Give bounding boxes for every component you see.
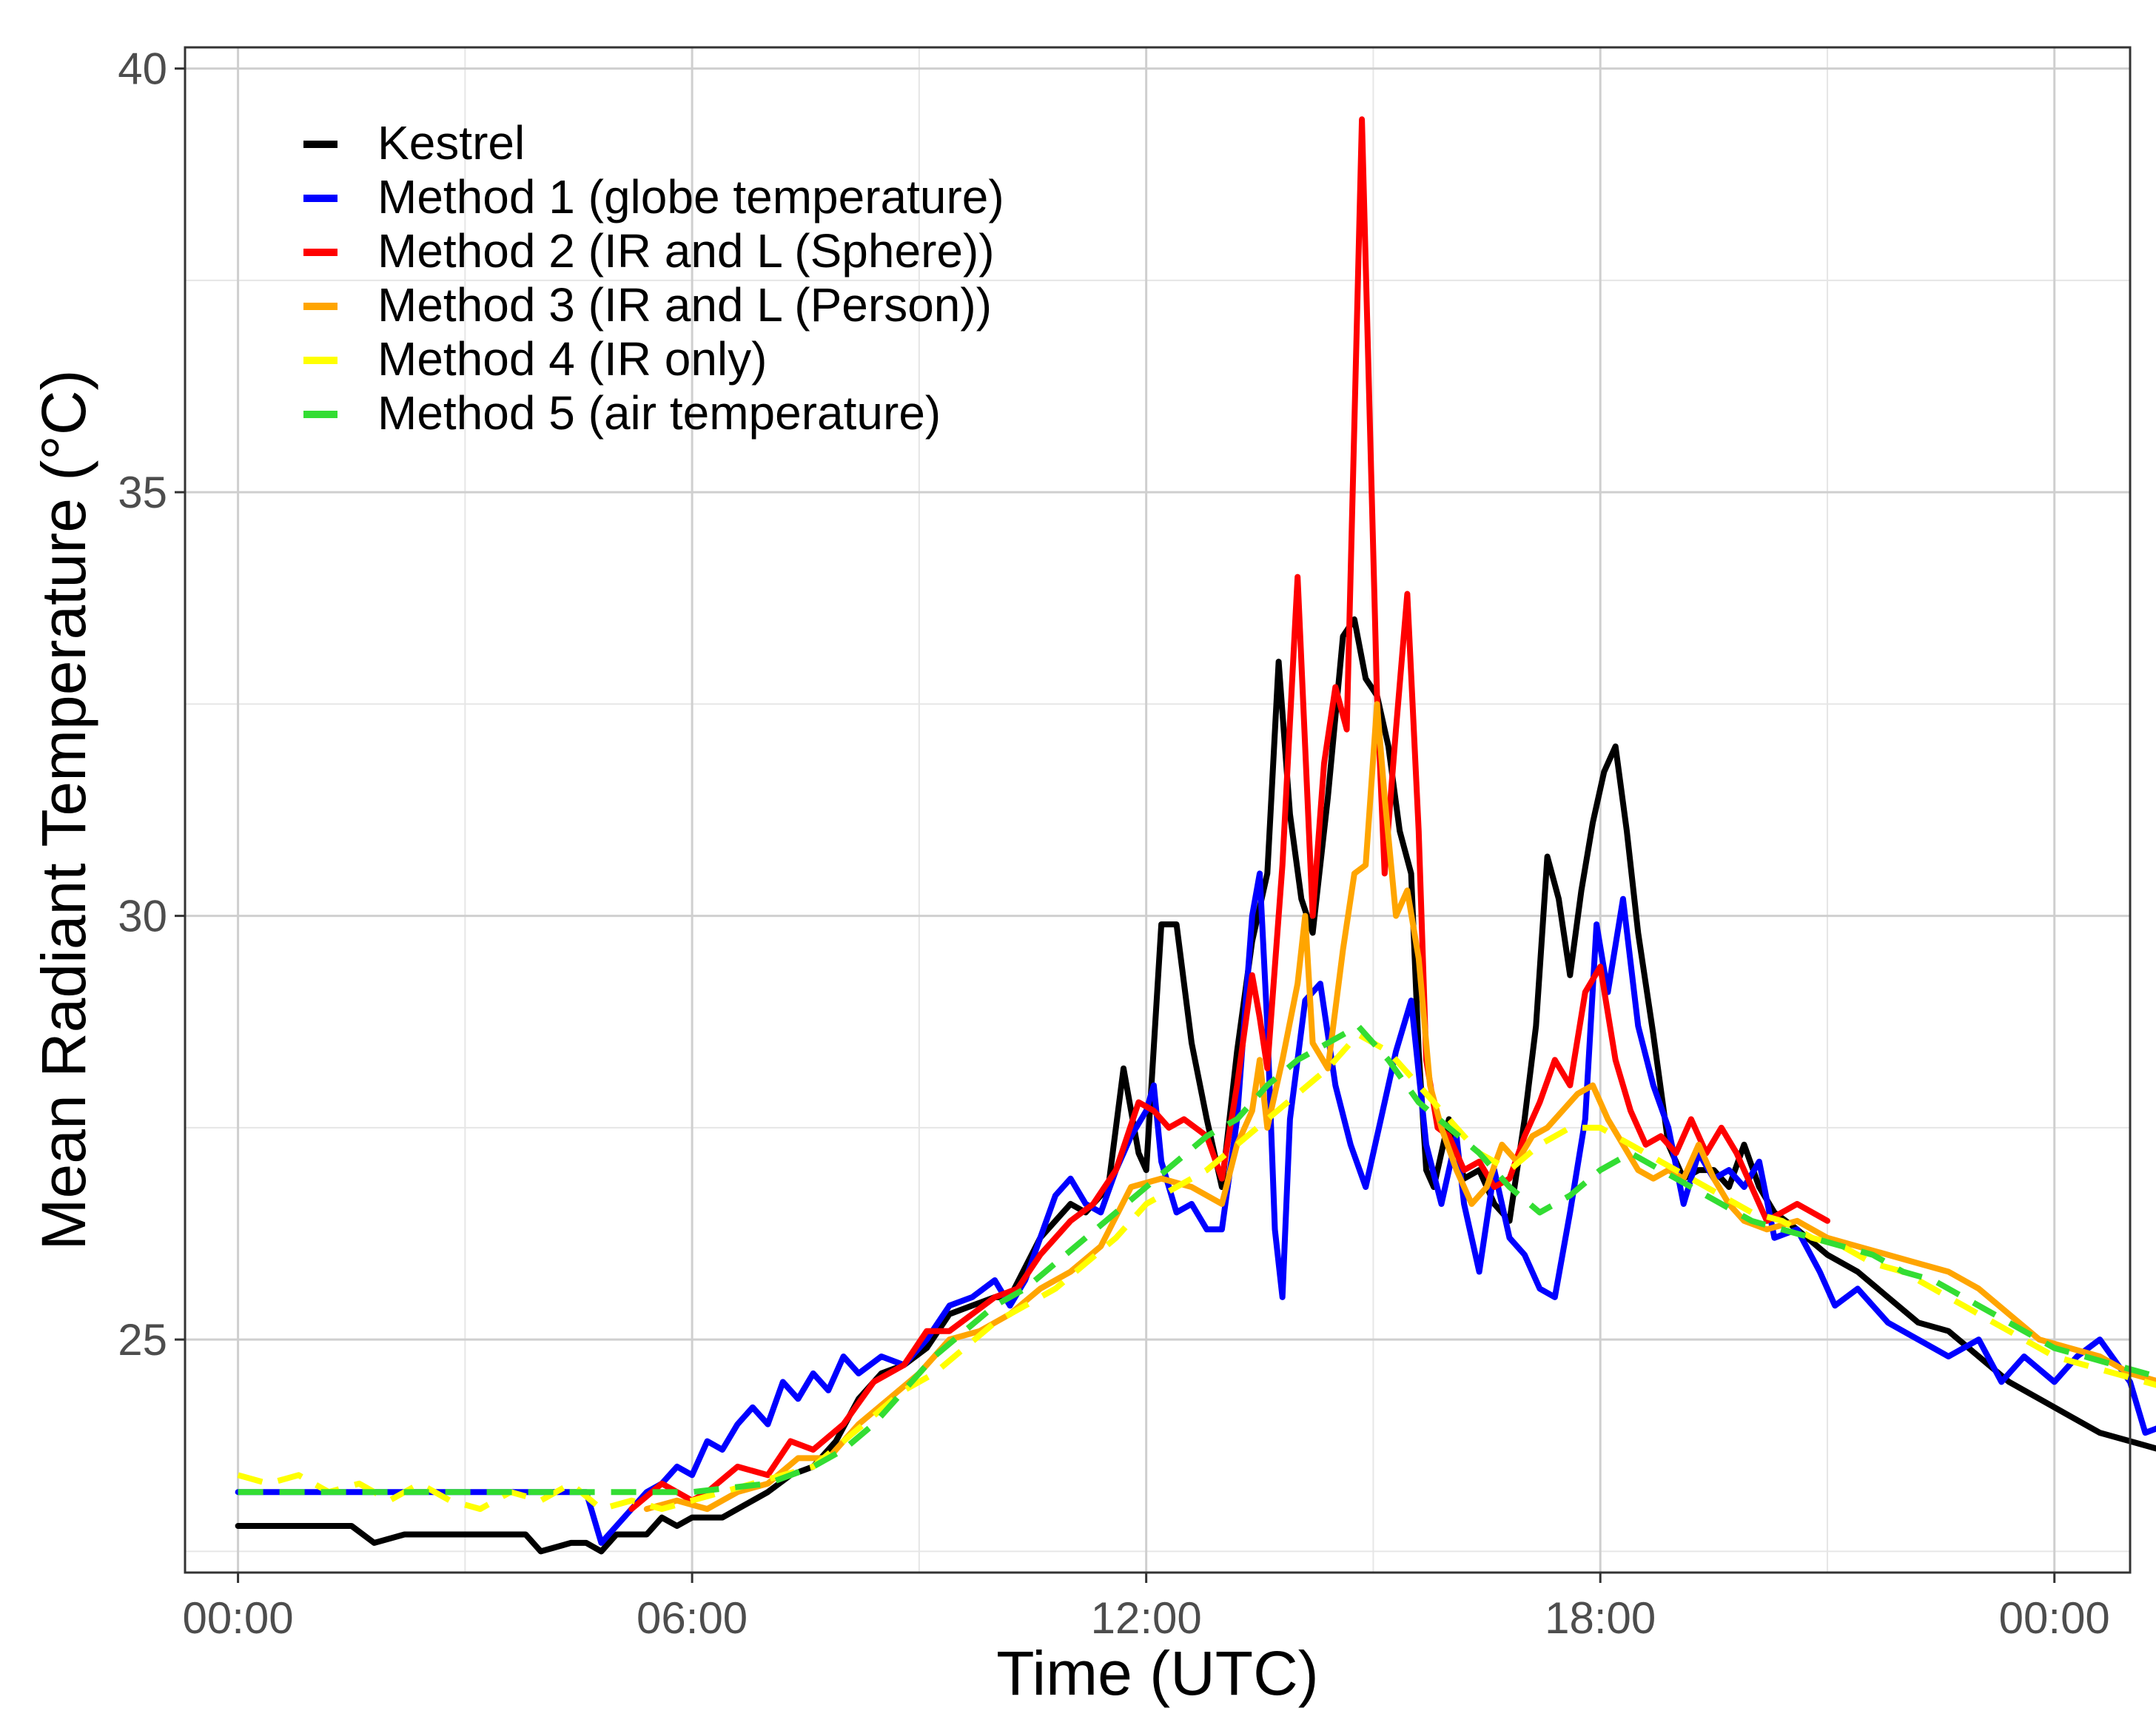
x-tick-label: 18:00 bbox=[1545, 1593, 1656, 1643]
series-line-kestrel bbox=[235, 616, 2156, 1555]
x-tick-label: 12:00 bbox=[1091, 1593, 1202, 1643]
y-tick-label: 35 bbox=[118, 468, 167, 517]
series-line-method-1 bbox=[235, 870, 2156, 1546]
x-axis: 00:00 06:00 12:00 18:00 00:00 bbox=[183, 1573, 2110, 1643]
legend-label: Method 2 (IR and L (Sphere)) bbox=[377, 224, 995, 278]
y-tick-label: 25 bbox=[118, 1315, 167, 1365]
series-line-method-3 bbox=[643, 701, 2156, 1513]
x-tick-label: 06:00 bbox=[637, 1593, 748, 1643]
series-line-method-5 bbox=[238, 1023, 2156, 1496]
y-tick-label: 40 bbox=[118, 44, 167, 94]
x-tick-label: 00:00 bbox=[183, 1593, 294, 1643]
series-line-method-4 bbox=[237, 1031, 2156, 1513]
legend-label: Method 4 (IR only) bbox=[377, 332, 767, 386]
grid-major bbox=[185, 47, 2130, 1573]
y-axis: 25 30 35 40 bbox=[118, 44, 185, 1365]
legend-label: Method 3 (IR and L (Person)) bbox=[377, 278, 992, 332]
y-tick-label: 30 bbox=[118, 892, 167, 941]
x-tick-label: 00:00 bbox=[1999, 1593, 2110, 1643]
series-line-method-2 bbox=[628, 116, 1830, 1513]
x-axis-title: Time (UTC) bbox=[996, 1638, 1318, 1708]
plot-border bbox=[184, 46, 2132, 1574]
legend-label: Method 1 (globe temperature) bbox=[377, 170, 1004, 223]
series-layer bbox=[235, 116, 2156, 1555]
y-axis-title: Mean Radiant Temperature (°C) bbox=[29, 370, 98, 1251]
legend-label: Method 5 (air temperature) bbox=[377, 386, 941, 440]
legend-label: Kestrel bbox=[377, 116, 525, 169]
